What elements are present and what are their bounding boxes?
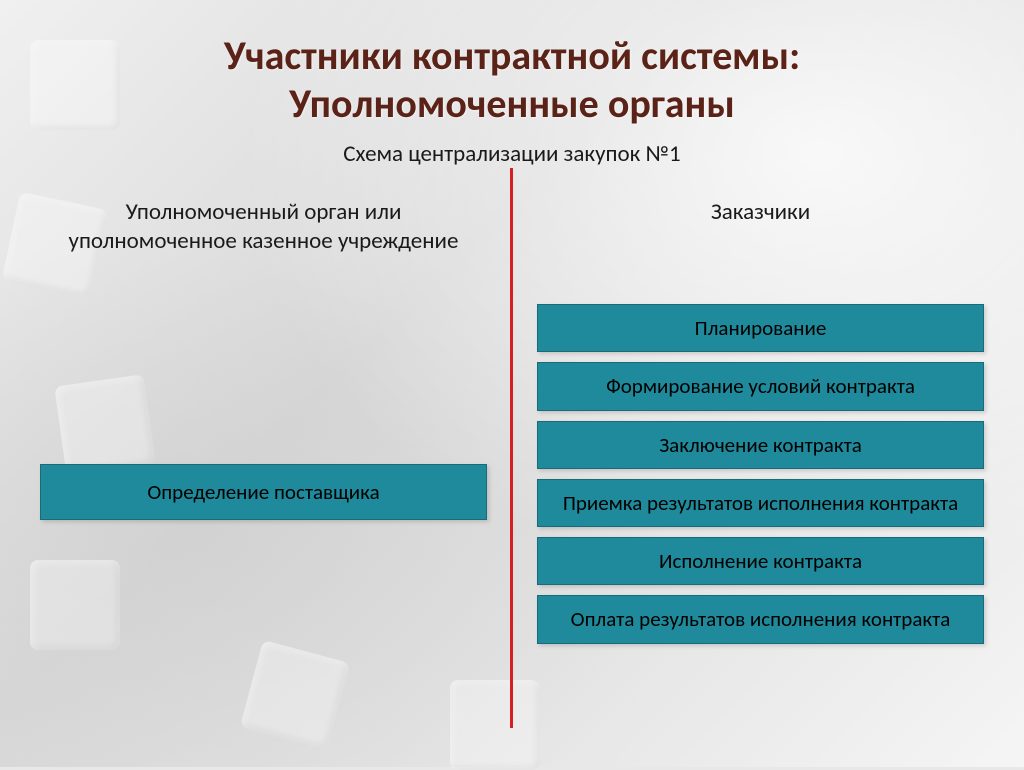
right-column-header: Заказчики <box>537 198 984 284</box>
slide-subtitle: Схема централизации закупок №1 <box>0 140 1024 168</box>
left-column: Уполномоченный орган или уполномоченное … <box>40 198 507 654</box>
right-column: Заказчики Планирование Формирование усло… <box>507 198 984 654</box>
center-divider <box>510 168 513 728</box>
left-box-supplier-definition: Определение поставщика <box>40 464 487 520</box>
title-line-2: Уполномоченные органы <box>0 80 1024 128</box>
right-box-acceptance: Приемка результатов исполнения контракта <box>537 479 984 527</box>
title-line-1: Участники контрактной системы: <box>0 32 1024 80</box>
two-column-layout: Уполномоченный орган или уполномоченное … <box>0 198 1024 654</box>
left-column-header: Уполномоченный орган или уполномоченное … <box>40 198 487 284</box>
right-box-execution: Исполнение контракта <box>537 537 984 585</box>
slide-content: Участники контрактной системы: Уполномоч… <box>0 0 1024 767</box>
right-box-contract-conclusion: Заключение контракта <box>537 421 984 469</box>
slide-title: Участники контрактной системы: Уполномоч… <box>0 0 1024 128</box>
right-box-contract-terms: Формирование условий контракта <box>537 362 984 410</box>
right-box-payment: Оплата результатов исполнения контракта <box>537 595 984 643</box>
right-box-planning: Планирование <box>537 304 984 352</box>
